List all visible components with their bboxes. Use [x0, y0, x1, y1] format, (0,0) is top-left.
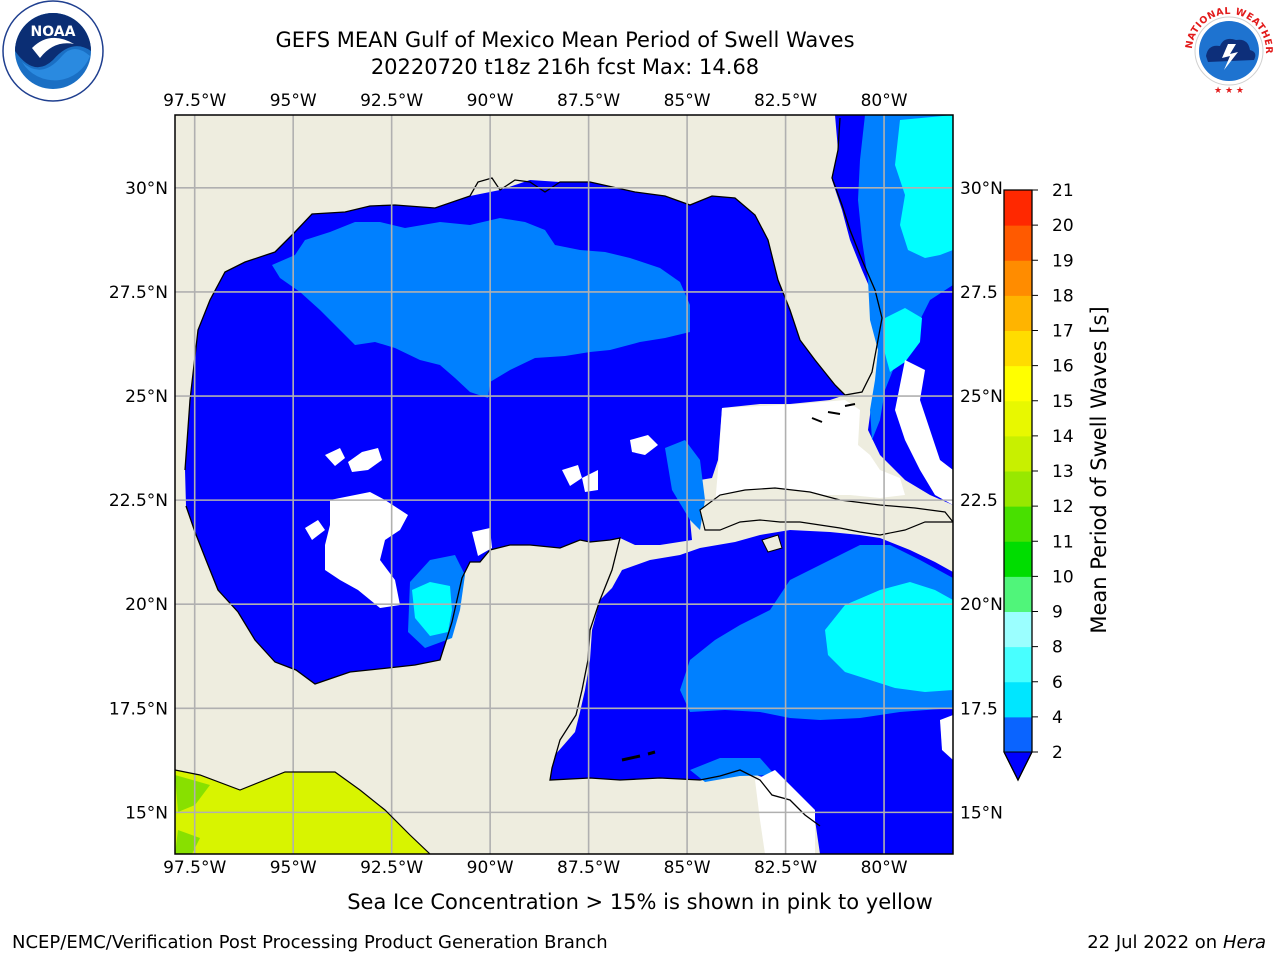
pacific-coastline: [175, 769, 431, 854]
lon-label-bottom: 97.5°W: [163, 858, 226, 878]
generation-date-text: 22 Jul 2022 on: [1087, 932, 1223, 953]
lat-label-right: 27.5: [960, 283, 998, 303]
generation-date: 22 Jul 2022 on Hera: [1087, 932, 1266, 953]
lon-label-top: 87.5°W: [557, 91, 620, 111]
lon-label-bottom: 85°W: [664, 858, 711, 878]
swell-band-pacific-green: [175, 775, 210, 854]
colorbar-swatch: [1004, 225, 1032, 261]
lon-labels-bottom: 97.5°W 95°W 92.5°W 90°W 87.5°W 85°W 82.5°W 80°W: [163, 858, 908, 878]
colorbar-tick-label: 11: [1052, 532, 1074, 552]
colorbar-tick-label: 17: [1052, 322, 1074, 342]
colorbar-swatch: [1004, 681, 1032, 718]
colorbar-swatch: [1004, 400, 1032, 437]
lat-labels-left: 30°N 27.5°N 25°N 22.5°N 20°N 17.5°N 15°N: [109, 179, 168, 824]
lat-label-right: 22.5: [960, 491, 998, 511]
bay-islands: [621, 750, 656, 762]
lat-label-left: 17.5°N: [109, 699, 168, 719]
colorbar-tick-label: 4: [1052, 708, 1063, 728]
lat-label-left: 22.5°N: [109, 491, 168, 511]
lon-label-top: 80°W: [861, 91, 908, 111]
colorbar-tick-label: 6: [1052, 673, 1063, 693]
colorbar-swatch: [1004, 190, 1032, 226]
colorbar: 2 4 6 8 9 10 11 12 13 14 15 16 17 18 19 20 21: [1003, 181, 1074, 782]
machine-name: Hera: [1222, 932, 1266, 953]
swell-band-caribbean-high: [825, 582, 953, 692]
nws-logo: NATIONAL WEATHER SERVICE ★ ★ ★: [1178, 0, 1279, 101]
colorbar-tick-label: 10: [1052, 567, 1074, 587]
colorbar-label: Mean Period of Swell Waves [s]: [1087, 306, 1111, 633]
lat-label-left: 30°N: [125, 179, 168, 199]
colorbar-tick-label: 16: [1052, 357, 1074, 377]
noaa-logo: NOAA: [2, 0, 104, 102]
swell-band-atlantic-high: [895, 115, 953, 258]
lat-label-left: 25°N: [125, 387, 168, 407]
colorbar-tick-label: 21: [1052, 181, 1074, 201]
map-frame: [174, 114, 954, 855]
lon-label-top: 82.5°W: [754, 91, 817, 111]
lat-labels-right: 30°N 27.5 25°N 22.5 20°N 17.5 15°N: [960, 179, 1003, 824]
lon-label-bottom: 95°W: [270, 858, 317, 878]
lat-label-right: 15°N: [960, 803, 1003, 823]
colorbar-swatch: [1004, 541, 1032, 577]
colorbar-swatch: [1004, 365, 1032, 402]
map-title: GEFS MEAN Gulf of Mexico Mean Period of …: [275, 28, 855, 52]
nws-stars: ★ ★ ★: [1214, 86, 1244, 96]
lon-label-top: 85°W: [664, 91, 711, 111]
colorbar-swatch: [1004, 506, 1032, 542]
swell-band-campeche-high: [412, 582, 452, 636]
lat-label-right: 17.5: [960, 699, 998, 719]
colorbar-tick-label: 18: [1052, 286, 1074, 306]
colorbar-tick-label: 12: [1052, 497, 1074, 517]
lon-label-bottom: 87.5°W: [557, 858, 620, 878]
isla-de-juventud: [761, 534, 783, 553]
lon-label-top: 97.5°W: [163, 91, 226, 111]
lat-label-right: 25°N: [960, 387, 1003, 407]
colorbar-swatch: [1004, 471, 1032, 507]
swell-band-yucatan: [665, 440, 705, 530]
swell-band-north: [272, 218, 690, 398]
map-subtitle: 20220720 t18z 216h fcst Max: 14.68: [370, 55, 760, 79]
graticule: [175, 115, 953, 854]
swell-band-bahamas-high: [884, 308, 922, 372]
sea-ice-note: Sea Ice Concentration > 15% is shown in …: [347, 890, 933, 914]
producer-credit: NCEP/EMC/Verification Post Processing Pr…: [12, 932, 608, 953]
lon-label-bottom: 80°W: [861, 858, 908, 878]
colorbar-tick-label: 13: [1052, 462, 1074, 482]
colorbar-swatch: [1004, 611, 1032, 648]
colorbar-extend-triangle: [1003, 751, 1033, 782]
colorbar-swatch: [1004, 260, 1032, 296]
colorbar-swatch: [1004, 576, 1032, 612]
colorbar-swatch: [1004, 295, 1032, 331]
lon-label-bottom: 92.5°W: [360, 858, 423, 878]
lon-label-top: 90°W: [467, 91, 514, 111]
swell-band-honduras: [690, 758, 775, 782]
lat-label-right: 20°N: [960, 595, 1003, 615]
map-area: [175, 115, 953, 854]
noaa-wordmark: NOAA: [31, 24, 76, 40]
lat-label-right: 30°N: [960, 179, 1003, 199]
colorbar-tick-label: 20: [1052, 216, 1074, 236]
lon-label-bottom: 82.5°W: [754, 858, 817, 878]
florida-keys: [811, 403, 856, 423]
lon-label-top: 95°W: [270, 91, 317, 111]
colorbar-tick-label: 15: [1052, 392, 1074, 412]
colorbar-tick-label: 8: [1052, 638, 1063, 658]
colorbar-swatch: [1004, 716, 1032, 753]
lon-label-bottom: 90°W: [467, 858, 514, 878]
lon-label-top: 92.5°W: [360, 91, 423, 111]
lon-labels-top: 97.5°W 95°W 92.5°W 90°W 87.5°W 85°W 82.5°W 80°W: [163, 91, 908, 111]
lat-label-left: 15°N: [125, 803, 168, 823]
colorbar-swatch: [1004, 330, 1032, 367]
lat-label-left: 20°N: [125, 595, 168, 615]
colorbar-tick-label: 19: [1052, 251, 1074, 271]
colorbar-tick-label: 2: [1052, 743, 1063, 763]
colorbar-frame: [1003, 189, 1033, 782]
colorbar-tick-label: 9: [1052, 603, 1063, 623]
colorbar-tick-label: 14: [1052, 427, 1074, 447]
colorbar-swatch: [1004, 435, 1032, 472]
lat-label-left: 27.5°N: [109, 283, 168, 303]
colorbar-swatch: [1004, 646, 1032, 683]
